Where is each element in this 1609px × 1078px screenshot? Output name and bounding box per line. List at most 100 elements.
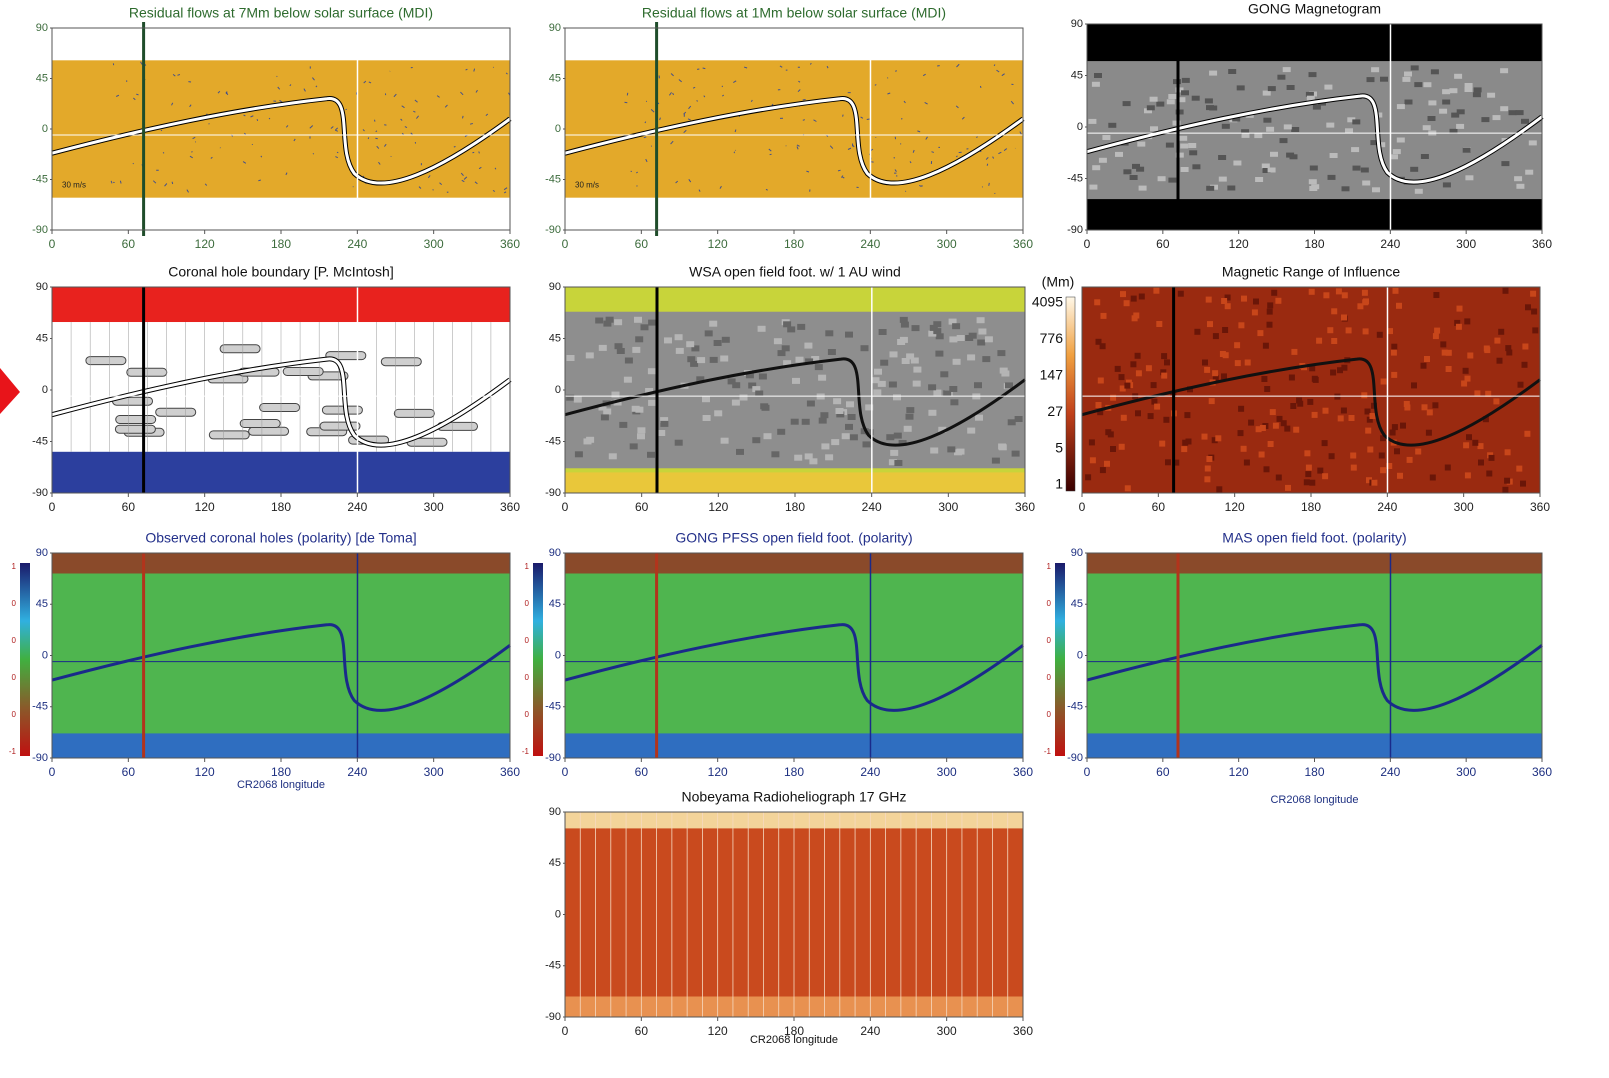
texture <box>1371 480 1377 486</box>
texture <box>1377 332 1383 338</box>
texture <box>1286 153 1294 158</box>
texture <box>1012 451 1020 457</box>
texture <box>722 337 730 343</box>
texture <box>1423 125 1431 130</box>
texture <box>879 329 887 335</box>
texture <box>1252 309 1258 315</box>
x-tick-label: 300 <box>937 765 957 779</box>
x-tick-label: 300 <box>937 237 957 251</box>
texture <box>1501 161 1509 166</box>
texture <box>1209 71 1217 76</box>
texture <box>1442 100 1450 105</box>
texture <box>1273 423 1279 429</box>
texture <box>1206 297 1212 303</box>
texture <box>1331 308 1337 314</box>
texture <box>1461 381 1467 387</box>
texture <box>1277 416 1283 422</box>
y-tick-label: 90 <box>36 547 48 559</box>
y-tick-label: 45 <box>549 72 561 84</box>
texture <box>1085 474 1091 480</box>
texture <box>774 338 782 344</box>
flow-arrow <box>843 177 845 178</box>
texture <box>845 424 853 430</box>
texture <box>1164 359 1170 365</box>
texture <box>1264 386 1270 392</box>
flow-arrow <box>989 183 990 186</box>
map-fill <box>52 733 510 758</box>
texture <box>1168 94 1176 99</box>
texture <box>1159 441 1165 447</box>
texture <box>1235 360 1241 366</box>
texture <box>1104 461 1110 467</box>
y-tick-label: 0 <box>555 649 561 661</box>
texture <box>1205 466 1211 472</box>
texture <box>1484 346 1490 352</box>
texture <box>758 326 766 332</box>
flow-arrow <box>269 118 270 119</box>
texture <box>609 453 617 459</box>
y-tick-label: 0 <box>42 649 48 661</box>
texture <box>886 434 894 440</box>
x-tick-label: 360 <box>1013 765 1033 779</box>
y-tick-label: 45 <box>549 857 561 869</box>
texture <box>1110 446 1116 452</box>
texture <box>648 320 656 326</box>
texture <box>1326 123 1334 128</box>
texture <box>1241 296 1247 302</box>
x-tick-label: 180 <box>784 237 804 251</box>
flow-arrow <box>697 100 698 101</box>
texture <box>1423 82 1431 87</box>
texture <box>947 446 955 452</box>
texture <box>1206 186 1214 191</box>
texture <box>1289 375 1295 381</box>
texture <box>1225 303 1231 309</box>
y-tick-label: 0 <box>1077 121 1083 133</box>
texture <box>1263 91 1271 96</box>
texture <box>1351 465 1357 471</box>
panel-title: Magnetic Range of Influence <box>1222 264 1400 280</box>
texture <box>949 336 957 342</box>
texture <box>1105 429 1111 435</box>
x-tick-label: 300 <box>1454 500 1474 514</box>
colorbar-tick-label: 0 <box>12 673 17 682</box>
texture <box>1391 350 1397 356</box>
texture <box>977 340 985 346</box>
texture <box>720 356 728 362</box>
x-tick-label: 360 <box>500 765 520 779</box>
texture <box>1323 292 1329 298</box>
texture <box>381 358 421 366</box>
texture <box>728 378 736 384</box>
texture <box>880 360 888 366</box>
flow-arrow <box>257 119 258 121</box>
texture <box>906 407 914 413</box>
panel-title: Nobeyama Radioheliograph 17 GHz <box>682 789 907 805</box>
y-tick-label: -90 <box>1067 752 1083 764</box>
texture <box>936 333 944 339</box>
texture <box>1466 434 1472 440</box>
texture <box>740 395 748 401</box>
flow-arrow <box>987 164 988 166</box>
texture <box>1202 360 1208 366</box>
texture <box>687 356 695 362</box>
x-tick-label: 120 <box>708 237 728 251</box>
x-tick-label: 60 <box>635 500 649 514</box>
texture <box>1221 373 1227 379</box>
texture <box>721 438 729 444</box>
texture <box>1248 420 1254 426</box>
texture <box>1223 352 1229 358</box>
x-tick-label: 300 <box>1456 765 1476 779</box>
texture <box>1411 382 1417 388</box>
texture <box>952 323 960 329</box>
map-fill <box>565 60 1023 197</box>
texture <box>1158 176 1166 181</box>
texture <box>1473 92 1481 97</box>
texture <box>1306 465 1312 471</box>
texture <box>825 330 833 336</box>
x-tick-label: 240 <box>860 1024 880 1038</box>
texture <box>1341 365 1347 371</box>
x-tick-label: 120 <box>708 1024 728 1038</box>
texture <box>1244 460 1250 466</box>
texture <box>797 324 805 330</box>
texture <box>1465 175 1473 180</box>
texture <box>1179 136 1187 141</box>
